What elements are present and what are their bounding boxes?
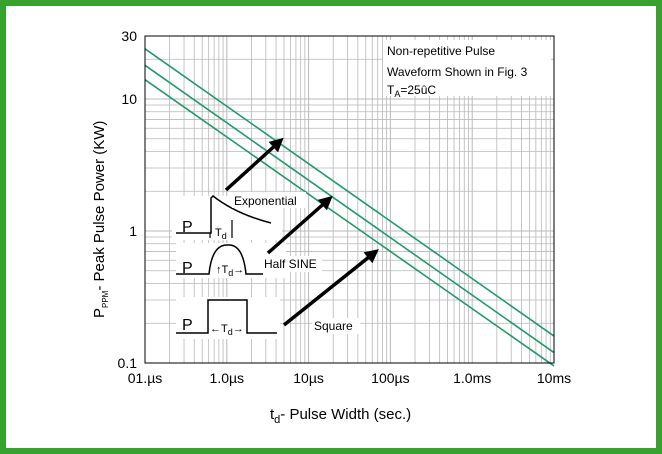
square-td-label: ←Td→ (210, 323, 244, 337)
chart-frame: 30 10 1 0.1 01.µs 1.0µs 10µs 100µs 1.0ms 10ms No… (6, 6, 656, 448)
annotation-line1: Non-repetitive Pulse (387, 44, 495, 58)
y-tick-labels: 30 10 1 0.1 (118, 28, 138, 371)
y-tick-label: 30 (121, 28, 137, 44)
y-tick-label: 1 (129, 223, 137, 239)
x-axis-label: td- Pulse Width (sec.) (270, 406, 411, 426)
square-p-label: P (182, 317, 193, 334)
exp-td-label: Td (215, 227, 227, 241)
exp-p-label: P (182, 219, 193, 236)
x-tick-label: 100µs (371, 370, 409, 386)
series-line-1 (144, 48, 555, 337)
annotation: Non-repetitive Pulse Waveform Shown in F… (383, 40, 551, 99)
y-axis-label: PPPM- Peak Pulse Power (KW) (91, 121, 110, 318)
arrow-exponential (224, 137, 284, 192)
half-sine-pulse-shape (176, 244, 263, 275)
exp-name-label: Exponential (234, 194, 297, 208)
series-lines (144, 48, 555, 367)
x-tick-labels: 01.µs 1.0µs 10µs 100µs 1.0ms 10ms (128, 370, 571, 386)
y-tick-label: 10 (121, 91, 137, 107)
plot-border (144, 35, 555, 364)
chart-svg: 30 10 1 0.1 01.µs 1.0µs 10µs 100µs 1.0ms 10ms No… (91, 28, 571, 426)
series-line-2 (144, 64, 555, 354)
sine-p-label: P (182, 260, 193, 277)
x-tick-label: 1.0ms (453, 370, 491, 386)
annotation-line3: TA=25ûC (387, 83, 436, 99)
sine-td-label: ↑Td→ (216, 264, 244, 278)
sine-name-label: Half SINE (264, 257, 317, 271)
arrow-square (282, 249, 379, 327)
exponential-pulse-shape (176, 195, 272, 234)
waveform-square: P ←Td→ Square (176, 297, 360, 339)
series-line-3 (144, 79, 555, 367)
x-tick-label: 1.0µs (210, 370, 245, 386)
annotation-line2: Waveform Shown in Fig. 3 (387, 65, 528, 79)
x-tick-label: 10ms (537, 370, 571, 386)
x-tick-label: 01.µs (128, 370, 163, 386)
arrow-half-sine (266, 195, 333, 255)
waveform-half-sine: P ↑Td→ Half SINE (176, 243, 322, 278)
square-pulse-shape (176, 299, 277, 334)
square-name-label: Square (314, 319, 353, 333)
y-tick-label: 0.1 (118, 355, 138, 371)
waveform-exponential: P Td Exponential (172, 192, 306, 241)
x-tick-label: 10µs (293, 370, 324, 386)
